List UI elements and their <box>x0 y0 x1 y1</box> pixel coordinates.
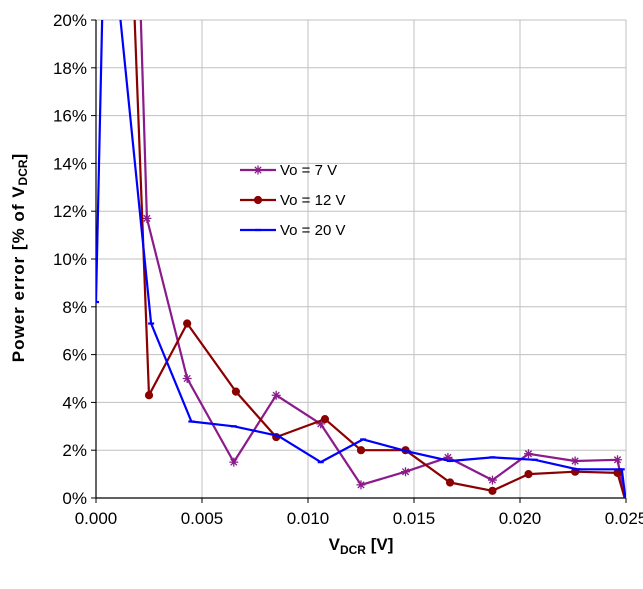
data-point <box>316 419 326 429</box>
series-vo-7-v <box>139 20 626 498</box>
data-point <box>356 480 366 490</box>
y-axis-title-main: Power error [% of V <box>9 185 28 362</box>
data-point <box>487 475 497 485</box>
data-point <box>613 455 623 465</box>
data-point <box>443 452 453 462</box>
data-point <box>401 467 411 477</box>
x-tick-label: 0.015 <box>393 509 436 528</box>
legend-label: Vo = 20 V <box>280 222 345 239</box>
series-line <box>139 20 626 498</box>
data-point <box>356 446 366 455</box>
legend-label: Vo = 12 V <box>280 192 345 209</box>
y-axis-title-subscript: DCR <box>16 159 30 185</box>
legend-label: Vo = 7 V <box>280 162 337 179</box>
y-tick-label: 10% <box>53 250 87 269</box>
data-point <box>142 213 152 223</box>
data-point <box>570 456 580 466</box>
x-tick-label: 0.005 <box>181 509 224 528</box>
data-point <box>231 387 241 396</box>
x-tick-label: 0.020 <box>499 509 542 528</box>
legend-swatch-marker <box>253 195 263 205</box>
y-tick-label: 14% <box>53 154 87 173</box>
data-point <box>320 415 330 424</box>
data-point <box>488 486 497 495</box>
series-group <box>96 20 626 498</box>
y-tick-label: 20% <box>53 11 87 30</box>
x-tick-label: 0.000 <box>75 509 118 528</box>
y-axis-title-suffix: ] <box>9 154 28 160</box>
legend-item: Vo = 7 V <box>240 162 337 179</box>
legend-swatch-marker <box>253 165 263 175</box>
y-tick-label: 4% <box>62 393 87 412</box>
legend-item: Vo = 20 V <box>240 222 345 239</box>
series-line <box>96 20 626 498</box>
data-point <box>445 478 455 487</box>
y-tick-label: 8% <box>62 298 87 317</box>
legend: Vo = 7 V Vo = 12 V Vo = 20 V <box>240 162 345 239</box>
legend-item: Vo = 12 V <box>240 192 345 209</box>
y-tick-label: 2% <box>62 441 87 460</box>
x-tick-label: 0.025 <box>605 509 643 528</box>
y-tick-label: 16% <box>53 107 87 126</box>
data-point <box>144 391 154 400</box>
x-tick-labels: 0.000 0.005 0.010 0.015 0.020 0.025 <box>75 509 643 528</box>
y-tick-labels: 0% 2% 4% 6% 8% 10% 12% 14% 16% 18% 20% <box>53 11 87 508</box>
x-axis-title-main: V <box>329 535 341 554</box>
data-point <box>182 374 192 383</box>
data-point <box>524 470 533 479</box>
x-axis-title-subscript: DCR <box>340 543 366 557</box>
y-tick-label: 0% <box>62 489 87 508</box>
data-point <box>229 457 239 467</box>
x-axis-title-suffix: [V] <box>366 535 393 554</box>
data-point <box>271 390 281 400</box>
series-line <box>133 20 626 498</box>
data-point <box>523 449 533 459</box>
y-tick-label: 6% <box>62 346 87 365</box>
y-tick-label: 12% <box>53 202 87 221</box>
x-tick-label: 0.010 <box>287 509 330 528</box>
data-point <box>183 319 192 328</box>
y-tick-label: 18% <box>53 59 87 78</box>
x-axis-title: VDCR [V] <box>329 535 394 557</box>
series-vo-20-v <box>96 20 626 498</box>
y-axis-title: Power error [% of VDCR] <box>9 154 30 362</box>
